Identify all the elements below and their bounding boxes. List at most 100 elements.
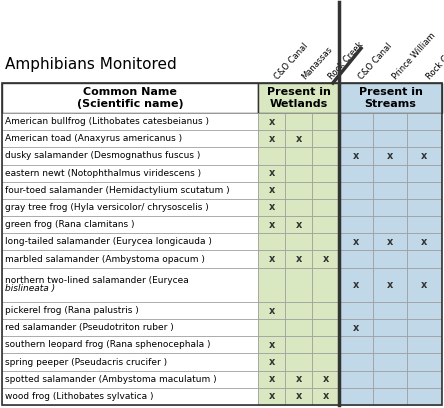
Bar xyxy=(407,113,441,130)
Text: x: x xyxy=(295,374,301,384)
Bar xyxy=(312,302,339,319)
Bar xyxy=(285,182,312,199)
Bar xyxy=(312,370,339,388)
Text: x: x xyxy=(295,254,301,264)
Text: Present in
Streams: Present in Streams xyxy=(359,87,422,109)
Text: American toad (Anaxyrus americanus ): American toad (Anaxyrus americanus ) xyxy=(5,134,182,143)
Bar xyxy=(339,130,373,147)
Bar xyxy=(407,268,441,302)
Text: four-toed salamander (Hemidactylium scutatum ): four-toed salamander (Hemidactylium scut… xyxy=(5,186,230,195)
Bar xyxy=(285,319,312,336)
Bar xyxy=(373,302,407,319)
Bar xyxy=(2,83,258,113)
Text: x: x xyxy=(421,237,427,247)
Bar xyxy=(339,199,373,216)
Bar xyxy=(373,164,407,182)
Bar xyxy=(339,268,373,302)
Bar xyxy=(339,216,373,233)
Bar xyxy=(285,251,312,268)
Bar xyxy=(2,164,258,182)
Bar xyxy=(339,113,373,130)
Bar xyxy=(258,319,285,336)
Bar xyxy=(339,388,373,405)
Bar xyxy=(258,216,285,233)
Bar xyxy=(407,182,441,199)
Text: x: x xyxy=(421,151,427,161)
Text: x: x xyxy=(268,220,275,230)
Bar xyxy=(285,370,312,388)
Bar xyxy=(2,216,258,233)
Bar xyxy=(373,251,407,268)
Text: x: x xyxy=(268,306,275,315)
Text: green frog (Rana clamitans ): green frog (Rana clamitans ) xyxy=(5,220,135,229)
Text: x: x xyxy=(295,220,301,230)
Bar xyxy=(258,113,285,130)
Bar xyxy=(258,83,339,113)
Bar xyxy=(2,268,258,302)
Text: marbled salamander (Ambystoma opacum ): marbled salamander (Ambystoma opacum ) xyxy=(5,255,205,264)
Text: Present in
Wetlands: Present in Wetlands xyxy=(266,87,330,109)
Bar xyxy=(312,353,339,370)
Text: x: x xyxy=(268,357,275,367)
Bar xyxy=(312,388,339,405)
Text: x: x xyxy=(268,168,275,178)
Bar xyxy=(312,147,339,164)
Bar xyxy=(312,233,339,251)
Text: Rock Creek: Rock Creek xyxy=(425,40,444,81)
Bar xyxy=(312,216,339,233)
Text: gray tree frog (Hyla versicolor/ chrysoscelis ): gray tree frog (Hyla versicolor/ chrysos… xyxy=(5,203,209,212)
Text: x: x xyxy=(353,237,359,247)
Bar xyxy=(2,319,258,336)
Bar xyxy=(258,370,285,388)
Bar xyxy=(339,302,373,319)
Bar xyxy=(312,199,339,216)
Bar xyxy=(373,388,407,405)
Text: southern leopard frog (Rana sphenocephala ): southern leopard frog (Rana sphenocephal… xyxy=(5,340,210,349)
Bar xyxy=(407,336,441,353)
Bar xyxy=(339,83,442,113)
Text: C&O Canal: C&O Canal xyxy=(273,41,309,81)
Text: Manassas: Manassas xyxy=(300,44,334,81)
Bar xyxy=(312,319,339,336)
Text: long-tailed salamander (Eurycea longicauda ): long-tailed salamander (Eurycea longicau… xyxy=(5,237,212,246)
Bar xyxy=(285,388,312,405)
Bar xyxy=(373,336,407,353)
Bar xyxy=(373,268,407,302)
Bar xyxy=(2,147,258,164)
Text: x: x xyxy=(322,254,329,264)
Bar xyxy=(373,216,407,233)
Bar xyxy=(2,113,258,130)
Bar xyxy=(2,199,258,216)
Text: x: x xyxy=(387,280,393,290)
Bar xyxy=(407,353,441,370)
Text: x: x xyxy=(268,117,275,126)
Bar xyxy=(339,370,373,388)
Text: Common Name
(Scientific name): Common Name (Scientific name) xyxy=(77,87,183,109)
Bar xyxy=(407,370,441,388)
Bar xyxy=(373,319,407,336)
Bar xyxy=(312,182,339,199)
Bar xyxy=(339,233,373,251)
Bar xyxy=(258,233,285,251)
Text: eastern newt (Notophthalmus viridescens ): eastern newt (Notophthalmus viridescens … xyxy=(5,169,201,177)
Bar xyxy=(407,130,441,147)
Bar xyxy=(407,251,441,268)
Bar xyxy=(2,388,258,405)
Bar xyxy=(285,268,312,302)
Bar xyxy=(339,164,373,182)
Bar xyxy=(258,268,285,302)
Bar xyxy=(258,336,285,353)
Bar xyxy=(339,353,373,370)
Bar xyxy=(258,251,285,268)
Bar xyxy=(285,164,312,182)
Bar xyxy=(407,233,441,251)
Bar xyxy=(373,353,407,370)
Text: x: x xyxy=(295,391,301,401)
Bar xyxy=(339,147,373,164)
Bar xyxy=(373,147,407,164)
Bar xyxy=(2,353,258,370)
Bar xyxy=(285,353,312,370)
Text: C&O Canal: C&O Canal xyxy=(357,41,394,81)
Text: x: x xyxy=(295,134,301,144)
Text: American bullfrog (Lithobates catesbeianus ): American bullfrog (Lithobates catesbeian… xyxy=(5,117,209,126)
